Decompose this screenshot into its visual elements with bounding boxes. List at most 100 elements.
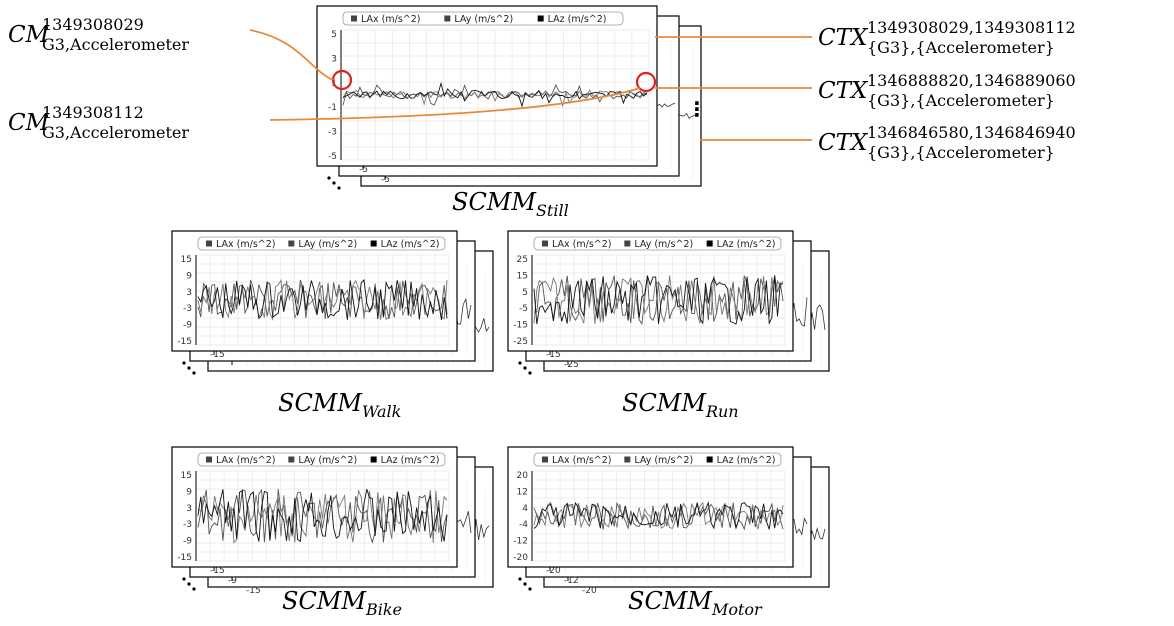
caption-base: SCMM [278,389,363,417]
chart-legend: LAx (m/s^2) LAy (m/s^2) LAz (m/s^2) [197,452,446,467]
back-tick-label: -15 [246,586,261,596]
label-superscript: 1346846580,1346846940 [867,123,1076,142]
back-tick-label: -12 [564,576,579,586]
legend-label: LAy (m/s^2) [634,239,693,250]
label-subscript: {G3},{Accelerometer} [867,91,1055,110]
back-tick-label: -5 [381,175,390,185]
signal-series-2 [197,489,448,544]
legend-label: LAy (m/s^2) [634,455,693,466]
legend-label: LAy (m/s^2) [298,239,357,250]
legend-box [197,236,446,251]
label-base: CTX [818,130,869,156]
label-subscript: G3,Accelerometer [42,35,189,54]
legend-swatch [706,240,713,247]
signal-series-3 [197,279,448,320]
back-tick-label: -20 [546,566,561,576]
y-tick-label: -20 [513,553,528,563]
y-tick-label: -3 [183,520,192,530]
panel-caption: SCMMWalk [278,389,401,421]
ellipsis-dot [182,577,186,581]
signal-series-2 [342,89,648,108]
back-tick-label: -25 [564,360,579,370]
stack-ellipsis-icon [182,361,196,375]
caption-subscript: Still [536,201,569,220]
legend-swatch [537,15,544,22]
stack-ellipsis-icon [518,577,532,591]
caption-subscript: Bike [365,600,402,619]
stack-ellipsis-icon [182,577,196,591]
label-superscript: 1349308029,1349308112 [867,18,1076,37]
legend-swatch [444,15,451,22]
legend-swatch [624,456,631,463]
y-tick-label: 15 [181,471,192,481]
y-tick-label: -9 [183,537,192,547]
y-tick-label: 15 [181,255,192,265]
front-chart: 15 9 3 -3 -9 -15 LAx (m/s^2) LAy (m/s^2) LAz (m/… [171,230,458,352]
stack-marker: ⋮ [687,97,707,121]
legend-swatch [206,240,212,247]
panel-caption: SCMMRun [622,389,739,421]
ellipsis-dot [332,181,336,185]
y-tick-label: -9 [183,321,192,331]
legend-label: LAz (m/s^2) [548,14,607,25]
label-superscript: 1346888820,1346889060 [867,71,1076,90]
label-subscript: {G3},{Accelerometer} [867,143,1055,162]
legend-swatch [351,15,357,22]
caption-base: SCMM [628,587,713,615]
ellipsis-dot [523,366,527,370]
y-tick-label: 20 [517,471,529,481]
signal-lines [533,500,784,531]
y-tick-label: 25 [517,255,528,265]
caption-base: SCMM [282,587,367,615]
signal-series-2 [533,501,784,530]
signal-series-1 [534,275,784,326]
y-tick-label: -1 [328,103,337,113]
signal-series-3 [342,81,648,108]
legend-swatch [288,240,295,247]
legend-label: LAx (m/s^2) [552,239,611,250]
label-base: CTX [818,78,869,104]
signal-series-3 [533,275,784,325]
panel-walk: -15 15 9 3 -3 -9 -15 LAx (m/s^2) LAy (m/s^2) LAz … [171,230,494,421]
y-tick-label: 3 [186,288,192,298]
signal-lines [197,279,448,321]
legend-label: LAx (m/s^2) [216,455,275,466]
chart-legend: LAx (m/s^2) LAy (m/s^2) LAz (m/s^2) [342,11,624,26]
legend-swatch [542,240,548,247]
signal-series-3 [533,500,784,530]
y-tick-label: -3 [328,128,337,138]
signal-series-1 [533,501,784,531]
legend-swatch [542,456,548,463]
y-tick-label: -5 [328,152,337,162]
caption-subscript: Run [705,402,739,421]
y-tick-label: -5 [519,304,528,314]
highlight-circle-end [635,71,657,93]
chart-grid [340,29,650,161]
connector-cm1 [249,29,334,81]
caption-base: SCMM [452,188,537,216]
legend-box [342,11,624,26]
front-chart: 20 12 4 -4 -12 -20 LAx (m/s^2) LAy (m/s^2) LAz (… [507,446,794,568]
y-tick-label: -15 [177,337,192,347]
signal-lines [342,81,648,108]
label-subscript: {G3},{Accelerometer} [867,38,1055,57]
label-base: CM [8,110,51,136]
legend-label: LAx (m/s^2) [552,455,611,466]
chart-legend: LAx (m/s^2) LAy (m/s^2) LAz (m/s^2) [533,452,782,467]
caption-subscript: Motor [711,600,763,619]
legend-label: LAy (m/s^2) [298,455,357,466]
y-tick-label: 12 [517,487,528,497]
chart-legend: LAx (m/s^2) LAy (m/s^2) LAz (m/s^2) [197,236,446,251]
ellipsis-dot [187,582,191,586]
ellipsis-dot [192,371,196,375]
legend-box [533,452,782,467]
legend-swatch [206,456,212,463]
y-tick-label: -4 [519,520,528,530]
chart-legend: LAx (m/s^2) LAy (m/s^2) LAz (m/s^2) [533,236,782,251]
label-ctx2: CTX 1346888820,1346889060{G3},{Accelerome… [818,71,1076,110]
back-tick-label: -20 [582,586,597,596]
signal-series-1 [342,84,648,106]
signal-lines [197,488,448,544]
